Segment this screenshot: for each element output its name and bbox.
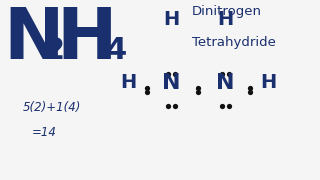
- Text: H: H: [261, 73, 277, 92]
- Text: N: N: [216, 73, 235, 93]
- Text: H: H: [120, 73, 136, 92]
- Text: N: N: [162, 73, 180, 93]
- Text: H: H: [56, 5, 116, 74]
- Text: =14: =14: [32, 126, 57, 139]
- Text: 2: 2: [43, 36, 64, 65]
- Text: Dinitrogen: Dinitrogen: [192, 5, 262, 18]
- Text: 5(2)+1(4): 5(2)+1(4): [22, 101, 81, 114]
- Text: N: N: [3, 5, 64, 74]
- Text: 4: 4: [106, 36, 127, 65]
- Text: Tetrahydride: Tetrahydride: [192, 36, 276, 49]
- Text: H: H: [163, 10, 179, 29]
- Text: H: H: [218, 10, 234, 29]
